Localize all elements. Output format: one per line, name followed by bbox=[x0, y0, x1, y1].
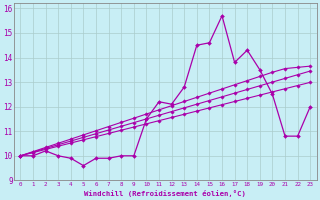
X-axis label: Windchill (Refroidissement éolien,°C): Windchill (Refroidissement éolien,°C) bbox=[84, 190, 246, 197]
